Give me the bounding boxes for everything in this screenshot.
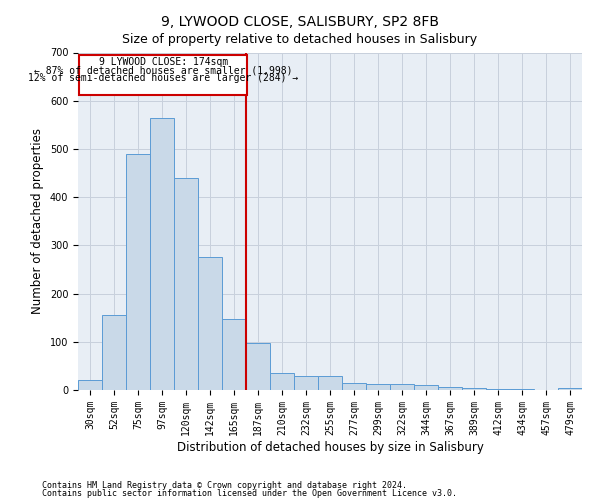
X-axis label: Distribution of detached houses by size in Salisbury: Distribution of detached houses by size … (176, 440, 484, 454)
Bar (270, 373, 294, 390)
Bar (198, 258, 222, 390)
Bar (462, 388, 486, 390)
Y-axis label: Number of detached properties: Number of detached properties (31, 128, 44, 314)
Bar (486, 388, 510, 390)
Text: 9, LYWOOD CLOSE, SALISBURY, SP2 8FB: 9, LYWOOD CLOSE, SALISBURY, SP2 8FB (161, 15, 439, 29)
Bar (222, 319, 246, 390)
Text: 12% of semi-detached houses are larger (284) →: 12% of semi-detached houses are larger (… (28, 73, 298, 83)
Bar (246, 343, 270, 390)
Bar (318, 376, 342, 390)
Bar (150, 118, 174, 390)
Bar (438, 386, 462, 390)
Bar (558, 388, 582, 390)
Text: Size of property relative to detached houses in Salisbury: Size of property relative to detached ho… (122, 32, 478, 46)
Bar (78, 380, 102, 390)
Bar (174, 178, 198, 390)
Bar (390, 384, 414, 390)
Bar (126, 154, 150, 390)
Bar (342, 383, 366, 390)
Text: Contains HM Land Registry data © Crown copyright and database right 2024.: Contains HM Land Registry data © Crown c… (42, 480, 407, 490)
Text: Contains public sector information licensed under the Open Government Licence v3: Contains public sector information licen… (42, 489, 457, 498)
Text: ← 87% of detached houses are smaller (1,998): ← 87% of detached houses are smaller (1,… (34, 65, 292, 75)
Bar (414, 385, 438, 390)
Text: 9 LYWOOD CLOSE: 174sqm: 9 LYWOOD CLOSE: 174sqm (98, 57, 228, 67)
FancyBboxPatch shape (79, 55, 247, 95)
Bar (294, 376, 318, 390)
Bar (510, 389, 534, 390)
Bar (366, 384, 390, 390)
Bar (102, 316, 126, 390)
